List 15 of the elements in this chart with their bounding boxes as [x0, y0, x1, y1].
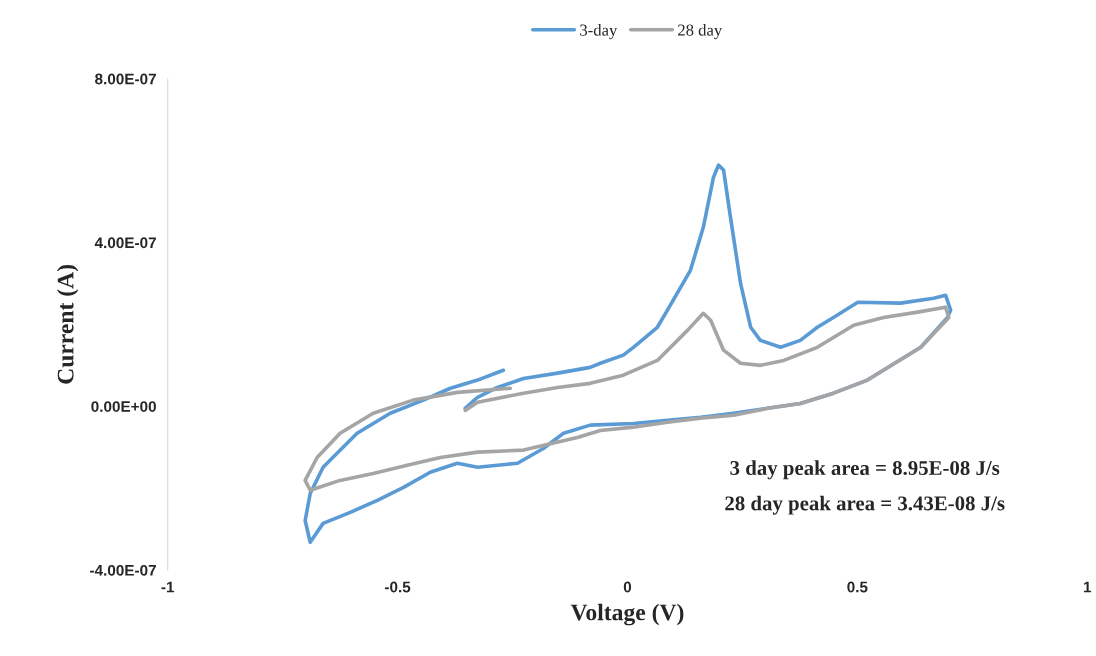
x-tick-label: 0.5 — [847, 581, 868, 593]
annotation: 3 day peak area = 8.95E-08 J/s — [730, 460, 1000, 480]
x-tick-label: 0 — [623, 581, 632, 593]
y-axis-title: Current (A) — [56, 264, 79, 384]
x-tick-label: -1 — [161, 581, 175, 593]
y-tick-label: 0.00E+00 — [91, 401, 156, 412]
legend-label: 3-day — [580, 23, 618, 40]
y-tick-label: -4.00E-07 — [90, 564, 156, 576]
legend-label: 28 day — [678, 23, 723, 40]
x-axis-title: Voltage (V) — [570, 603, 684, 626]
x-tick-label: -0.5 — [385, 581, 411, 593]
annotation: 28 day peak area = 3.43E-08 J/s — [725, 495, 1005, 515]
y-tick-label: 8.00E-07 — [95, 73, 156, 85]
y-tick-label: 4.00E-07 — [94, 237, 156, 249]
x-tick-label: 1 — [1083, 581, 1092, 593]
